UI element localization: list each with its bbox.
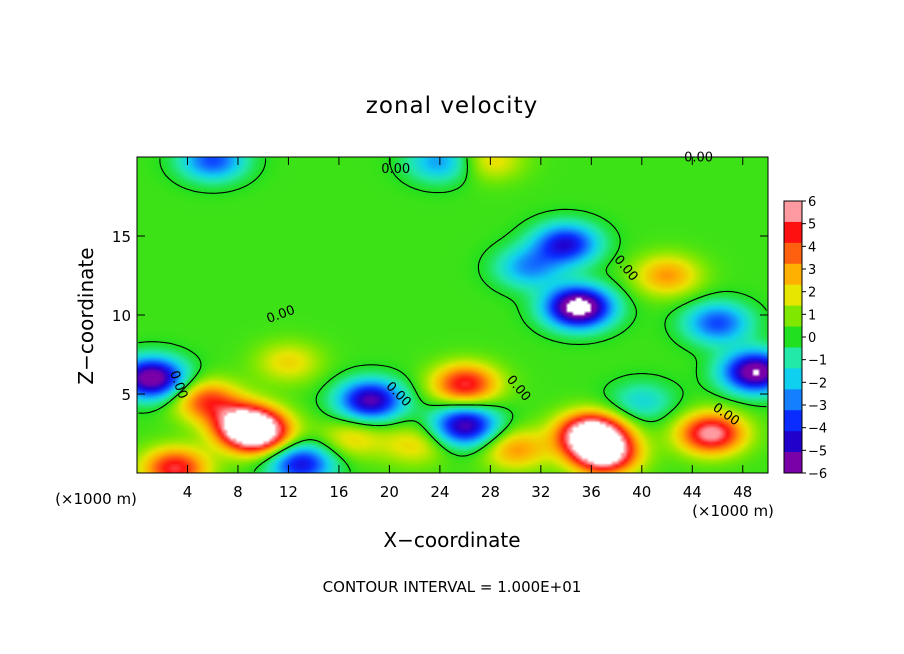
x-unit-label: (×1000 m) [692,502,774,520]
colorbar-tick-label: 6 [808,195,816,210]
x-axis: 4 8 12 16 20 24 28 32 36 40 44 48 [183,157,752,501]
contour-interval-note: CONTOUR INTERVAL = 1.000E+01 [323,578,582,596]
contour-label: 0.00 [684,151,713,166]
contour-label: 0.00 [381,162,410,177]
x-tick-label: 28 [481,483,500,501]
colorbar-band [784,221,802,244]
chart-title: zonal velocity [366,93,538,119]
colorbar-tick-label: 1 [808,308,816,323]
x-tick-label: 44 [683,483,702,501]
x-tick-label: 8 [233,483,243,501]
colorbar-band [784,305,802,327]
x-tick-label: 48 [733,483,752,501]
zero-contour [138,158,767,472]
y-tick-label: 5 [121,386,131,404]
y-axis-label: Z−coordinate [74,247,98,384]
x-tick-label: 20 [380,483,399,501]
colorbar-band [784,263,802,286]
heatmap-image [137,157,768,473]
x-tick-label: 32 [531,483,550,501]
y-tick-label: 10 [112,307,131,325]
x-tick-label: 40 [632,483,651,501]
colorbar-tick-label: 5 [808,218,816,233]
colorbar-tick-label: −6 [808,467,827,482]
colorbar-band [784,368,802,390]
x-tick-label: 36 [582,483,601,501]
colorbar-band [784,410,802,432]
z-unit-label: (×1000 m) [55,490,137,508]
colorbar-tick-label: 0 [808,331,816,346]
contour-lines [138,158,767,472]
x-tick-label: 24 [430,483,449,501]
colorbar-tick-label: −1 [808,354,827,369]
heatmap-area: 0.000.000.000.00 0.00 0.000.000.00 [136,151,769,474]
x-tick-label: 4 [183,483,193,501]
colorbar-tick-label: 3 [808,263,816,278]
colorbar-tick-label: 2 [808,286,816,301]
colorbar-tick-label: 4 [808,240,816,255]
x-tick-label: 16 [329,483,348,501]
x-tick-label: 12 [279,483,298,501]
colorbar-band [784,452,802,474]
colorbar: 6 5 4 3 2 1 0 −1 −2 −3 −4 −5 −6 [783,195,827,482]
colorbar-band [784,201,802,223]
y-axis: 5 10 15 [112,228,768,404]
colorbar-tick-label: −3 [808,399,827,414]
colorbar-band [784,326,802,348]
colorbar-band [784,347,802,369]
colorbar-tick-label: −2 [808,376,827,391]
colorbar-band [784,389,802,411]
colorbar-band [784,242,802,265]
y-tick-label: 15 [112,228,131,246]
colorbar-band [784,431,802,453]
colorbar-band [784,284,802,307]
x-axis-label: X−coordinate [383,528,520,552]
colorbar-tick-label: −4 [808,422,827,437]
colorbar-tick-label: −5 [808,444,827,459]
